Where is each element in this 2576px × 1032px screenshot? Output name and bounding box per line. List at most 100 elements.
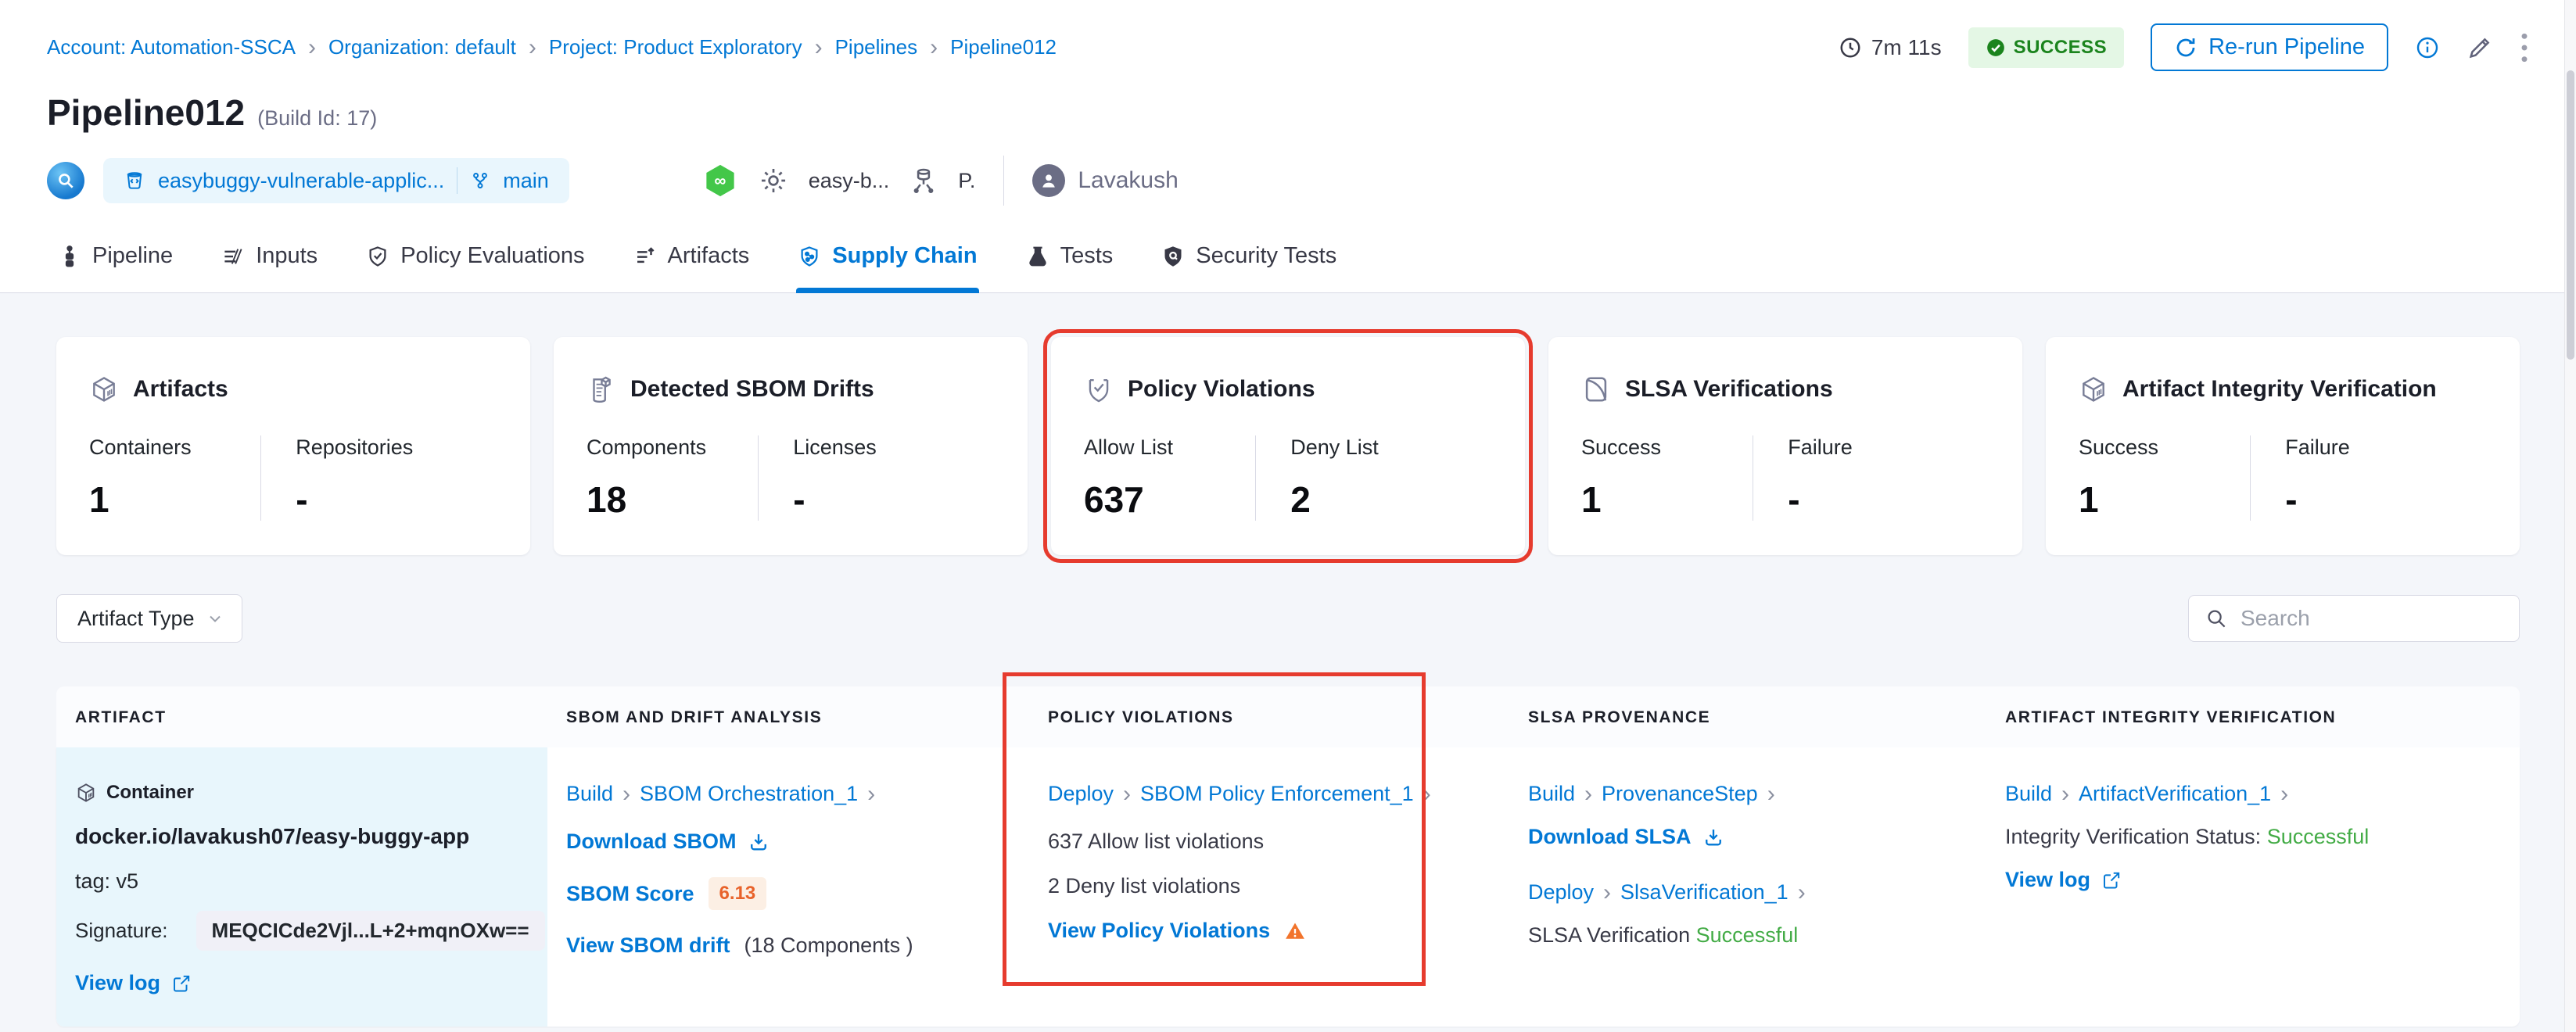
metric-label: Repositories bbox=[296, 435, 497, 460]
rerun-label: Re-run Pipeline bbox=[2208, 34, 2365, 60]
sbom-score-link[interactable]: SBOM Score bbox=[566, 882, 694, 906]
breadcrumb-project[interactable]: Project: Product Exploratory bbox=[549, 35, 802, 59]
step-link[interactable]: ArtifactVerification_1 bbox=[2079, 782, 2271, 806]
repository-name: easybuggy-vulnerable-applic... bbox=[158, 169, 444, 193]
shield-check-icon bbox=[1084, 374, 1114, 404]
slsa-verification-breadcrumb: Deploy › SlsaVerification_1 › bbox=[1528, 880, 1968, 905]
breadcrumb-organization[interactable]: Organization: default bbox=[328, 35, 516, 59]
stage-link[interactable]: Build bbox=[1528, 782, 1575, 806]
build-id: (Build Id: 17) bbox=[257, 106, 377, 131]
user-name: Lavakush bbox=[1078, 167, 1178, 194]
sbom-score-badge: 6.13 bbox=[709, 877, 767, 910]
stage-link[interactable]: Build bbox=[566, 782, 613, 806]
tab-artifacts[interactable]: Artifacts bbox=[632, 224, 752, 292]
column-header-integrity: ARTIFACT INTEGRITY VERIFICATION bbox=[1986, 686, 2520, 747]
chevron-right-icon: › bbox=[2280, 783, 2288, 804]
duration-text: 7m 11s bbox=[1871, 35, 1942, 60]
metric-label: Failure bbox=[1788, 435, 1989, 460]
rerun-pipeline-button[interactable]: Re-run Pipeline bbox=[2151, 23, 2388, 71]
metric-label: Success bbox=[1581, 435, 1753, 460]
policy-step-breadcrumb: Deploy › SBOM Policy Enforcement_1 › bbox=[1048, 782, 1491, 806]
scrollbar-thumb[interactable] bbox=[2567, 70, 2574, 360]
stage-link[interactable]: Deploy bbox=[1528, 880, 1594, 905]
chevron-right-icon: › bbox=[1603, 882, 1611, 903]
column-header-slsa-provenance: SLSA PROVENANCE bbox=[1509, 686, 1986, 747]
step-link[interactable]: SBOM Policy Enforcement_1 bbox=[1140, 782, 1414, 806]
tab-inputs[interactable]: Inputs bbox=[220, 224, 319, 292]
tab-policy-evaluations[interactable]: Policy Evaluations bbox=[364, 224, 586, 292]
card-title: Artifact Integrity Verification bbox=[2122, 376, 2437, 403]
breadcrumb-pipelines[interactable]: Pipelines bbox=[835, 35, 918, 59]
warning-triangle-icon bbox=[1284, 920, 1306, 942]
breadcrumb-account[interactable]: Account: Automation-SSCA bbox=[47, 35, 296, 59]
view-log-label: View log bbox=[2005, 868, 2090, 892]
stage-link[interactable]: Build bbox=[2005, 782, 2052, 806]
column-header-sbom: SBOM AND DRIFT ANALYSIS bbox=[547, 686, 1029, 747]
metric-label: Success bbox=[2079, 435, 2250, 460]
view-sbom-drift-link[interactable]: View SBOM drift bbox=[566, 933, 730, 958]
info-icon[interactable] bbox=[2415, 35, 2440, 60]
view-policy-violations-link[interactable]: View Policy Violations bbox=[1048, 919, 1270, 943]
flask-icon bbox=[1026, 245, 1049, 268]
edit-pencil-icon[interactable] bbox=[2467, 34, 2493, 61]
integrity-verification-cell: Build › ArtifactVerification_1 › Integri… bbox=[1986, 747, 2520, 1027]
cube-icon bbox=[2079, 374, 2108, 404]
tab-tests[interactable]: Tests bbox=[1024, 224, 1115, 292]
tab-pipeline[interactable]: Pipeline bbox=[56, 224, 174, 292]
artifact-type-text: Container bbox=[106, 782, 194, 804]
run-duration: 7m 11s bbox=[1839, 35, 1942, 60]
download-slsa-link[interactable]: Download SLSA bbox=[1528, 825, 1724, 849]
chevron-right-icon: › bbox=[815, 38, 823, 58]
step-link[interactable]: SlsaVerification_1 bbox=[1620, 880, 1788, 905]
user-avatar bbox=[1032, 164, 1065, 197]
integrity-status-value: Successful bbox=[2267, 825, 2370, 848]
view-log-label: View log bbox=[75, 971, 160, 995]
metric-value: - bbox=[2285, 478, 2487, 521]
git-branch-icon bbox=[470, 170, 490, 191]
tab-label: Pipeline bbox=[92, 243, 173, 269]
branch-name: main bbox=[503, 169, 549, 193]
delegate-initial: P. bbox=[958, 169, 975, 193]
tab-label: Inputs bbox=[256, 243, 318, 269]
svg-text:∞: ∞ bbox=[714, 172, 726, 190]
download-sbom-link[interactable]: Download SBOM bbox=[566, 830, 770, 854]
sbom-document-icon bbox=[587, 374, 616, 404]
tab-bar: Pipeline Inputs Policy Evaluations Artif… bbox=[0, 224, 2576, 293]
artifact-cell: Container docker.io/lavakush07/easy-bugg… bbox=[56, 747, 547, 1027]
step-link[interactable]: ProvenanceStep bbox=[1602, 782, 1758, 806]
column-header-artifact: ARTIFACT bbox=[56, 686, 547, 747]
provenance-step-breadcrumb: Build › ProvenanceStep › bbox=[1528, 782, 1968, 806]
search-box[interactable] bbox=[2188, 595, 2520, 642]
artifact-type-dropdown[interactable]: Artifact Type bbox=[56, 594, 242, 643]
kebab-menu-icon[interactable] bbox=[2520, 32, 2529, 63]
metric-label: Deny List bbox=[1290, 435, 1492, 460]
metric-value: - bbox=[1788, 478, 1989, 521]
tab-label: Tests bbox=[1060, 243, 1114, 269]
column-header-policy-violations: POLICY VIOLATIONS bbox=[1029, 686, 1509, 747]
metric-value: - bbox=[793, 478, 995, 521]
supply-chain-module-icon bbox=[47, 162, 84, 199]
status-badge: SUCCESS bbox=[1968, 27, 2125, 68]
supply-chain-panel: Artifacts Containers 1 Repositories - De… bbox=[0, 293, 2576, 1027]
view-log-link[interactable]: View log bbox=[75, 971, 192, 995]
signature-value[interactable]: MEQCICde2Vjl...L+2+mqnOXw== bbox=[196, 911, 545, 951]
breadcrumb-pipeline012[interactable]: Pipeline012 bbox=[950, 35, 1057, 59]
tab-security-tests[interactable]: Security Tests bbox=[1160, 224, 1338, 292]
search-icon bbox=[2205, 607, 2228, 630]
metric-value: - bbox=[296, 478, 497, 521]
tab-supply-chain[interactable]: Supply Chain bbox=[796, 224, 978, 292]
chevron-right-icon: › bbox=[308, 38, 316, 58]
download-icon bbox=[748, 831, 770, 853]
vertical-scrollbar[interactable] bbox=[2564, 0, 2576, 1032]
search-input[interactable] bbox=[2241, 606, 2503, 631]
chevron-right-icon: › bbox=[2061, 783, 2069, 804]
download-slsa-label: Download SLSA bbox=[1528, 825, 1692, 849]
repository-pill[interactable]: easybuggy-vulnerable-applic... main bbox=[103, 158, 569, 203]
chevron-right-icon: › bbox=[1123, 783, 1131, 804]
stage-link[interactable]: Deploy bbox=[1048, 782, 1114, 806]
external-link-icon bbox=[171, 973, 192, 994]
check-circle-icon bbox=[1986, 38, 2006, 58]
step-link[interactable]: SBOM Orchestration_1 bbox=[640, 782, 858, 806]
view-log-link[interactable]: View log bbox=[2005, 868, 2122, 892]
allow-list-violations-text: 637 Allow list violations bbox=[1048, 830, 1491, 854]
